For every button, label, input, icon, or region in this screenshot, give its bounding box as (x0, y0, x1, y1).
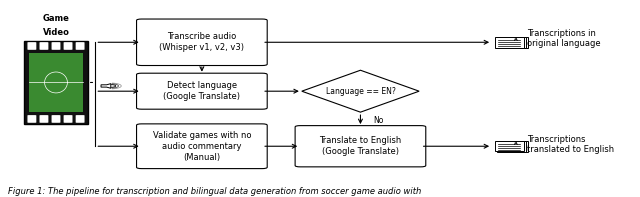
Polygon shape (101, 84, 111, 88)
FancyBboxPatch shape (497, 37, 525, 48)
Text: Validate games with no
audio commentary
(Manual): Validate games with no audio commentary … (152, 131, 251, 162)
FancyBboxPatch shape (24, 41, 88, 124)
Text: Figure 1: The pipeline for transcription and bilingual data generation from socc: Figure 1: The pipeline for transcription… (8, 187, 422, 196)
Text: Detect language
(Google Translate): Detect language (Google Translate) (163, 81, 241, 101)
Text: Translate to English
(Google Translate): Translate to English (Google Translate) (319, 136, 401, 156)
Text: Transcriptions in
original language: Transcriptions in original language (527, 29, 600, 48)
FancyBboxPatch shape (76, 115, 84, 123)
FancyBboxPatch shape (63, 115, 72, 123)
FancyBboxPatch shape (499, 141, 527, 152)
Text: A: A (514, 141, 518, 146)
FancyBboxPatch shape (497, 141, 525, 152)
FancyBboxPatch shape (52, 115, 60, 123)
Text: Video: Video (42, 28, 69, 37)
Text: Transcriptions
translated to English: Transcriptions translated to English (527, 135, 614, 154)
Text: Language == EN?: Language == EN? (326, 87, 396, 96)
FancyBboxPatch shape (136, 19, 268, 66)
FancyBboxPatch shape (63, 42, 72, 50)
FancyBboxPatch shape (495, 37, 524, 47)
FancyBboxPatch shape (40, 115, 49, 123)
FancyBboxPatch shape (499, 37, 527, 48)
FancyBboxPatch shape (295, 126, 426, 167)
FancyBboxPatch shape (28, 115, 36, 123)
FancyBboxPatch shape (136, 73, 268, 109)
FancyBboxPatch shape (136, 124, 268, 169)
Text: No: No (373, 116, 383, 125)
FancyBboxPatch shape (76, 42, 84, 50)
Polygon shape (302, 70, 419, 112)
FancyBboxPatch shape (29, 53, 83, 112)
FancyBboxPatch shape (52, 42, 60, 50)
Text: Game: Game (42, 14, 69, 23)
Text: Transcribe audio
(Whisper v1, v2, v3): Transcribe audio (Whisper v1, v2, v3) (159, 32, 244, 52)
FancyBboxPatch shape (40, 42, 49, 50)
Text: A: A (514, 37, 518, 42)
FancyBboxPatch shape (495, 141, 524, 151)
FancyBboxPatch shape (28, 42, 36, 50)
